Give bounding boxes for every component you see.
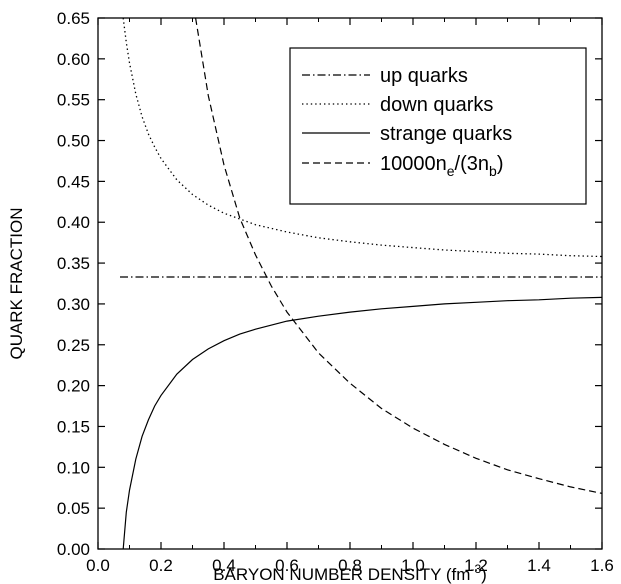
y-tick-label: 0.15 [57,417,90,436]
y-tick-label: 0.20 [57,377,90,396]
y-tick-label: 0.05 [57,499,90,518]
plot-lines [120,18,602,549]
x-tick-label: 0.4 [212,556,236,575]
y-tick-label: 0.65 [57,9,90,28]
y-tick-label: 0.35 [57,254,90,273]
x-tick-label: 0.2 [149,556,173,575]
x-tick-label: 0.8 [338,556,362,575]
legend-label-4: 10000ne/(3nb) [380,153,503,179]
y-tick-label: 0.10 [57,458,90,477]
x-tick-label: 0.6 [275,556,299,575]
axis-ticks: 0.0 0.2 0.4 0.6 0.8 1.0 1.2 1.4 1.6 0.00 0.05 0.10 0… [57,9,614,575]
x-tick-label: 0.0 [86,556,110,575]
x-tick-label: 1.0 [401,556,425,575]
series-line-4 [195,18,602,494]
legend-label-1: up quarks [380,65,468,87]
legend-label-2: down quarks [380,94,493,116]
y-tick-label: 0.30 [57,295,90,314]
x-tick-label: 1.6 [590,556,614,575]
y-tick-label: 0.25 [57,336,90,355]
legend: up quarks down quarks strange quarks 10000n… [289,47,587,205]
x-axis-title: BARYON NUMBER DENSITY (fm-3) [213,562,487,584]
x-tick-label: 1.2 [464,556,488,575]
y-tick-label: 0.40 [57,213,90,232]
legend-label-3: strange quarks [380,123,512,145]
series-line-3 [122,296,602,549]
y-tick-label: 0.50 [57,132,90,151]
y-tick-label: 0.55 [57,91,90,110]
y-axis-title: QUARK FRACTION [7,207,26,359]
y-tick-label: 0.60 [57,50,90,69]
legend-box [289,47,587,205]
y-tick-label: 0.45 [57,172,90,191]
y-tick-label: 0.00 [57,540,90,559]
x-tick-label: 1.4 [527,556,551,575]
